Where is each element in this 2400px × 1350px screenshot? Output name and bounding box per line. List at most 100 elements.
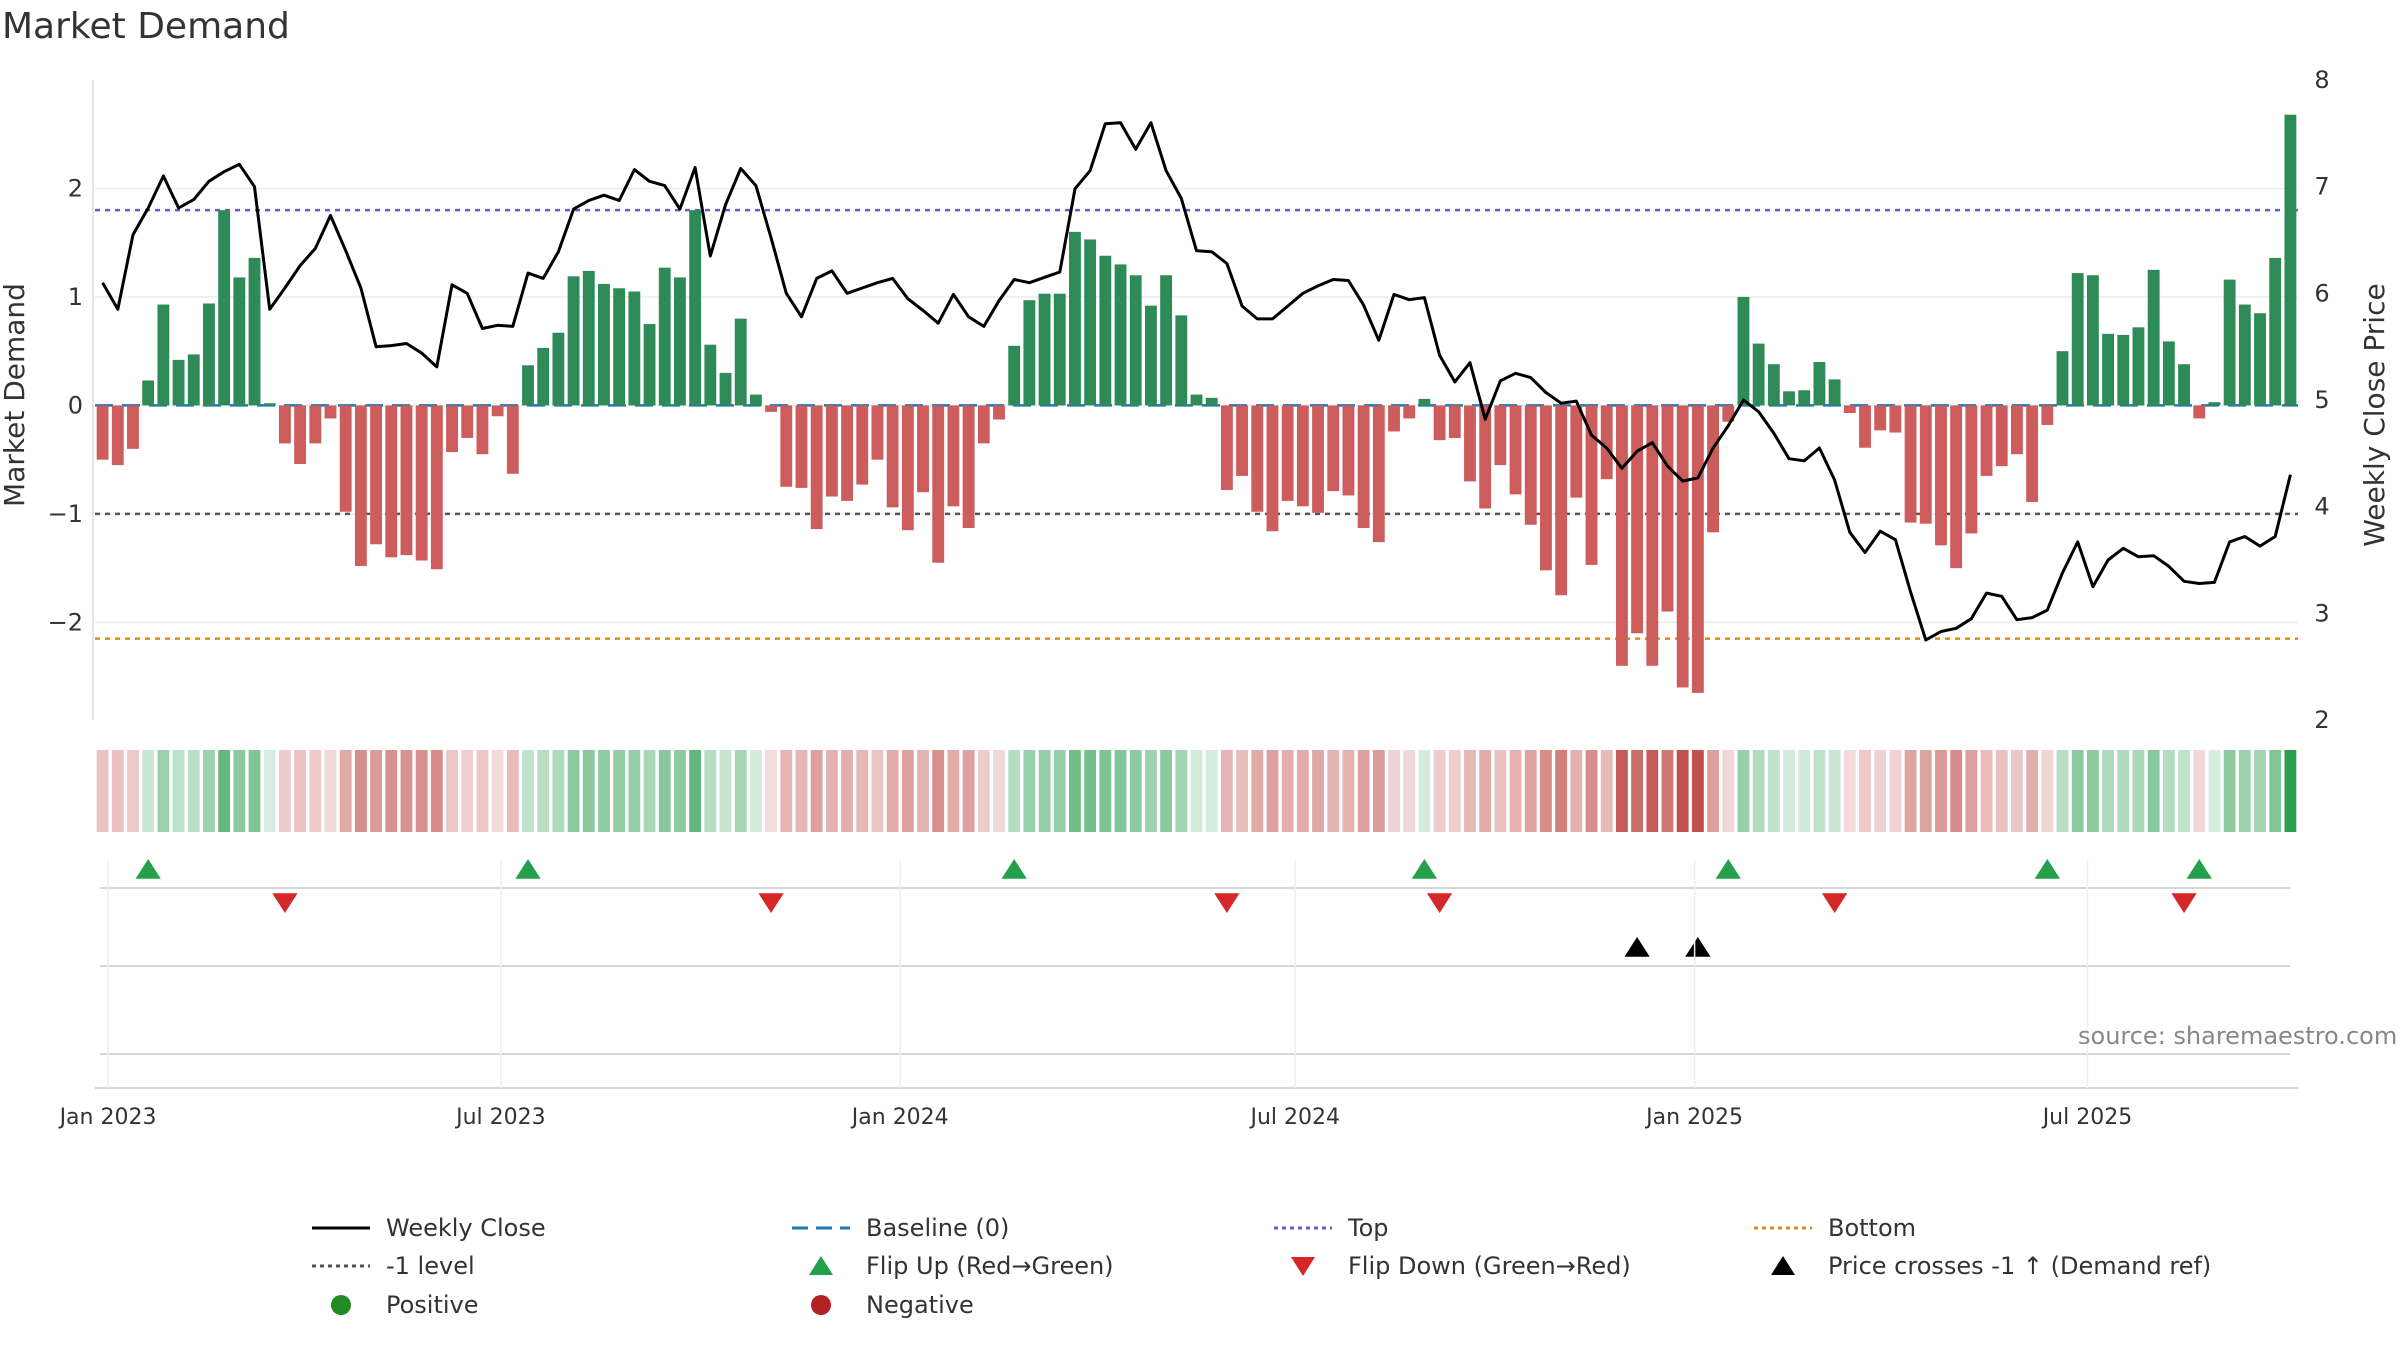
- demand-bar: [446, 405, 458, 453]
- demand-bar: [339, 405, 352, 512]
- strip-cell: [506, 750, 519, 832]
- strip-cell: [1935, 750, 1947, 832]
- demand-bar: [415, 405, 428, 561]
- strip-cell: [1555, 750, 1568, 832]
- strip-cell: [1904, 750, 1917, 832]
- strip-cell: [324, 750, 337, 832]
- demand-bar: [765, 405, 778, 412]
- strip-cell: [1114, 750, 1127, 832]
- strip-cell: [1813, 750, 1826, 832]
- strip-cell: [1707, 750, 1719, 832]
- strip-cell: [1220, 750, 1233, 832]
- demand-bar: [430, 405, 443, 570]
- strip-cell: [1540, 750, 1552, 832]
- strip-cell: [1798, 750, 1811, 832]
- demand-bar: [2086, 275, 2099, 406]
- strip-cell: [127, 750, 139, 832]
- y2-tick-label: 2: [2314, 706, 2329, 734]
- strip-cell: [1980, 750, 1993, 832]
- strip-cell: [871, 750, 884, 832]
- demand-bar: [886, 405, 899, 508]
- strip-cell: [1464, 750, 1476, 832]
- flip-up-marker: [1001, 859, 1027, 879]
- demand-bar: [658, 267, 671, 406]
- legend-label: Price crosses -1 ↑ (Demand ref): [1828, 1252, 2212, 1280]
- demand-bar: [1372, 405, 1385, 543]
- price-cross-marker: [1624, 937, 1650, 957]
- strip-cell: [765, 750, 778, 832]
- event-markers: [95, 859, 2298, 1089]
- flip-down-marker: [1214, 893, 1240, 913]
- demand-bar: [1084, 239, 1097, 406]
- demand-bar: [2254, 313, 2266, 406]
- y2-tick-label: 5: [2314, 386, 2329, 414]
- strip-cell: [917, 750, 929, 832]
- demand-bar: [719, 372, 732, 406]
- demand-bar: [674, 277, 686, 406]
- demand-bar: [871, 405, 884, 460]
- demand-bar: [1767, 364, 1780, 406]
- strip-cell: [96, 750, 109, 832]
- demand-bar: [1236, 405, 1249, 476]
- demand-bar: [2269, 257, 2282, 406]
- demand-bar: [1707, 405, 1719, 533]
- demand-bar: [1220, 405, 1233, 491]
- demand-bar: [248, 257, 261, 406]
- strip-cell: [476, 750, 489, 832]
- flip-down-marker: [272, 893, 298, 913]
- demand-bar: [1691, 405, 1704, 693]
- legend-item: Negative: [790, 1287, 974, 1323]
- legend-label: Positive: [386, 1291, 479, 1319]
- strip-cell: [1372, 750, 1385, 832]
- demand-bar: [1144, 305, 1157, 406]
- demand-bar: [1965, 405, 1978, 534]
- strip-cell: [2284, 750, 2297, 832]
- demand-bar: [810, 405, 823, 530]
- demand-bar: [187, 354, 200, 406]
- demand-bar: [476, 405, 489, 455]
- demand-bar: [643, 324, 656, 406]
- demand-bar: [1509, 405, 1522, 495]
- strip-cell: [1129, 750, 1142, 832]
- demand-bar: [461, 405, 474, 438]
- demand-bar: [582, 270, 595, 406]
- strip-cell: [582, 750, 595, 832]
- strip-cell: [218, 750, 231, 832]
- strip-cell: [1053, 750, 1066, 832]
- demand-bar: [1555, 405, 1568, 596]
- demand-bar: [795, 405, 808, 488]
- demand-bar: [825, 405, 838, 497]
- demand-bar: [1980, 405, 1993, 476]
- chart-legend: Weekly Close Baseline (0) Top Bottom -1 leve…: [0, 1210, 2400, 1330]
- demand-bar: [2041, 405, 2054, 425]
- strip-cell: [1509, 750, 1522, 832]
- demand-bar: [2132, 327, 2145, 406]
- legend-label: Bottom: [1828, 1214, 1917, 1242]
- strip-cell: [1433, 750, 1446, 832]
- legend-item: -1 level: [310, 1248, 475, 1284]
- strip-cell: [263, 750, 276, 832]
- strip-cell: [1099, 750, 1112, 832]
- demand-bar: [2011, 405, 2023, 455]
- strip-cell: [461, 750, 474, 832]
- legend-item: Positive: [310, 1287, 479, 1323]
- strip-cell: [294, 750, 307, 832]
- demand-bar: [1160, 275, 1173, 406]
- demand-bar: [385, 405, 398, 558]
- demand-bar: [749, 394, 762, 406]
- strip-cell: [522, 750, 534, 832]
- strip-cell: [658, 750, 671, 832]
- demand-bar: [1312, 405, 1324, 513]
- strip-cell: [1448, 750, 1461, 832]
- strip-cell: [1600, 750, 1613, 832]
- flip-up-marker: [2186, 859, 2212, 879]
- demand-bar: [1418, 398, 1431, 406]
- strip-cell: [901, 750, 914, 832]
- demand-bar: [1752, 343, 1765, 406]
- demand-bar: [1615, 405, 1628, 666]
- strip-cell: [643, 750, 656, 832]
- legend-label: Weekly Close: [386, 1214, 546, 1242]
- strip-cell: [2193, 750, 2206, 832]
- strip-cell: [886, 750, 899, 832]
- strip-cell: [962, 750, 975, 832]
